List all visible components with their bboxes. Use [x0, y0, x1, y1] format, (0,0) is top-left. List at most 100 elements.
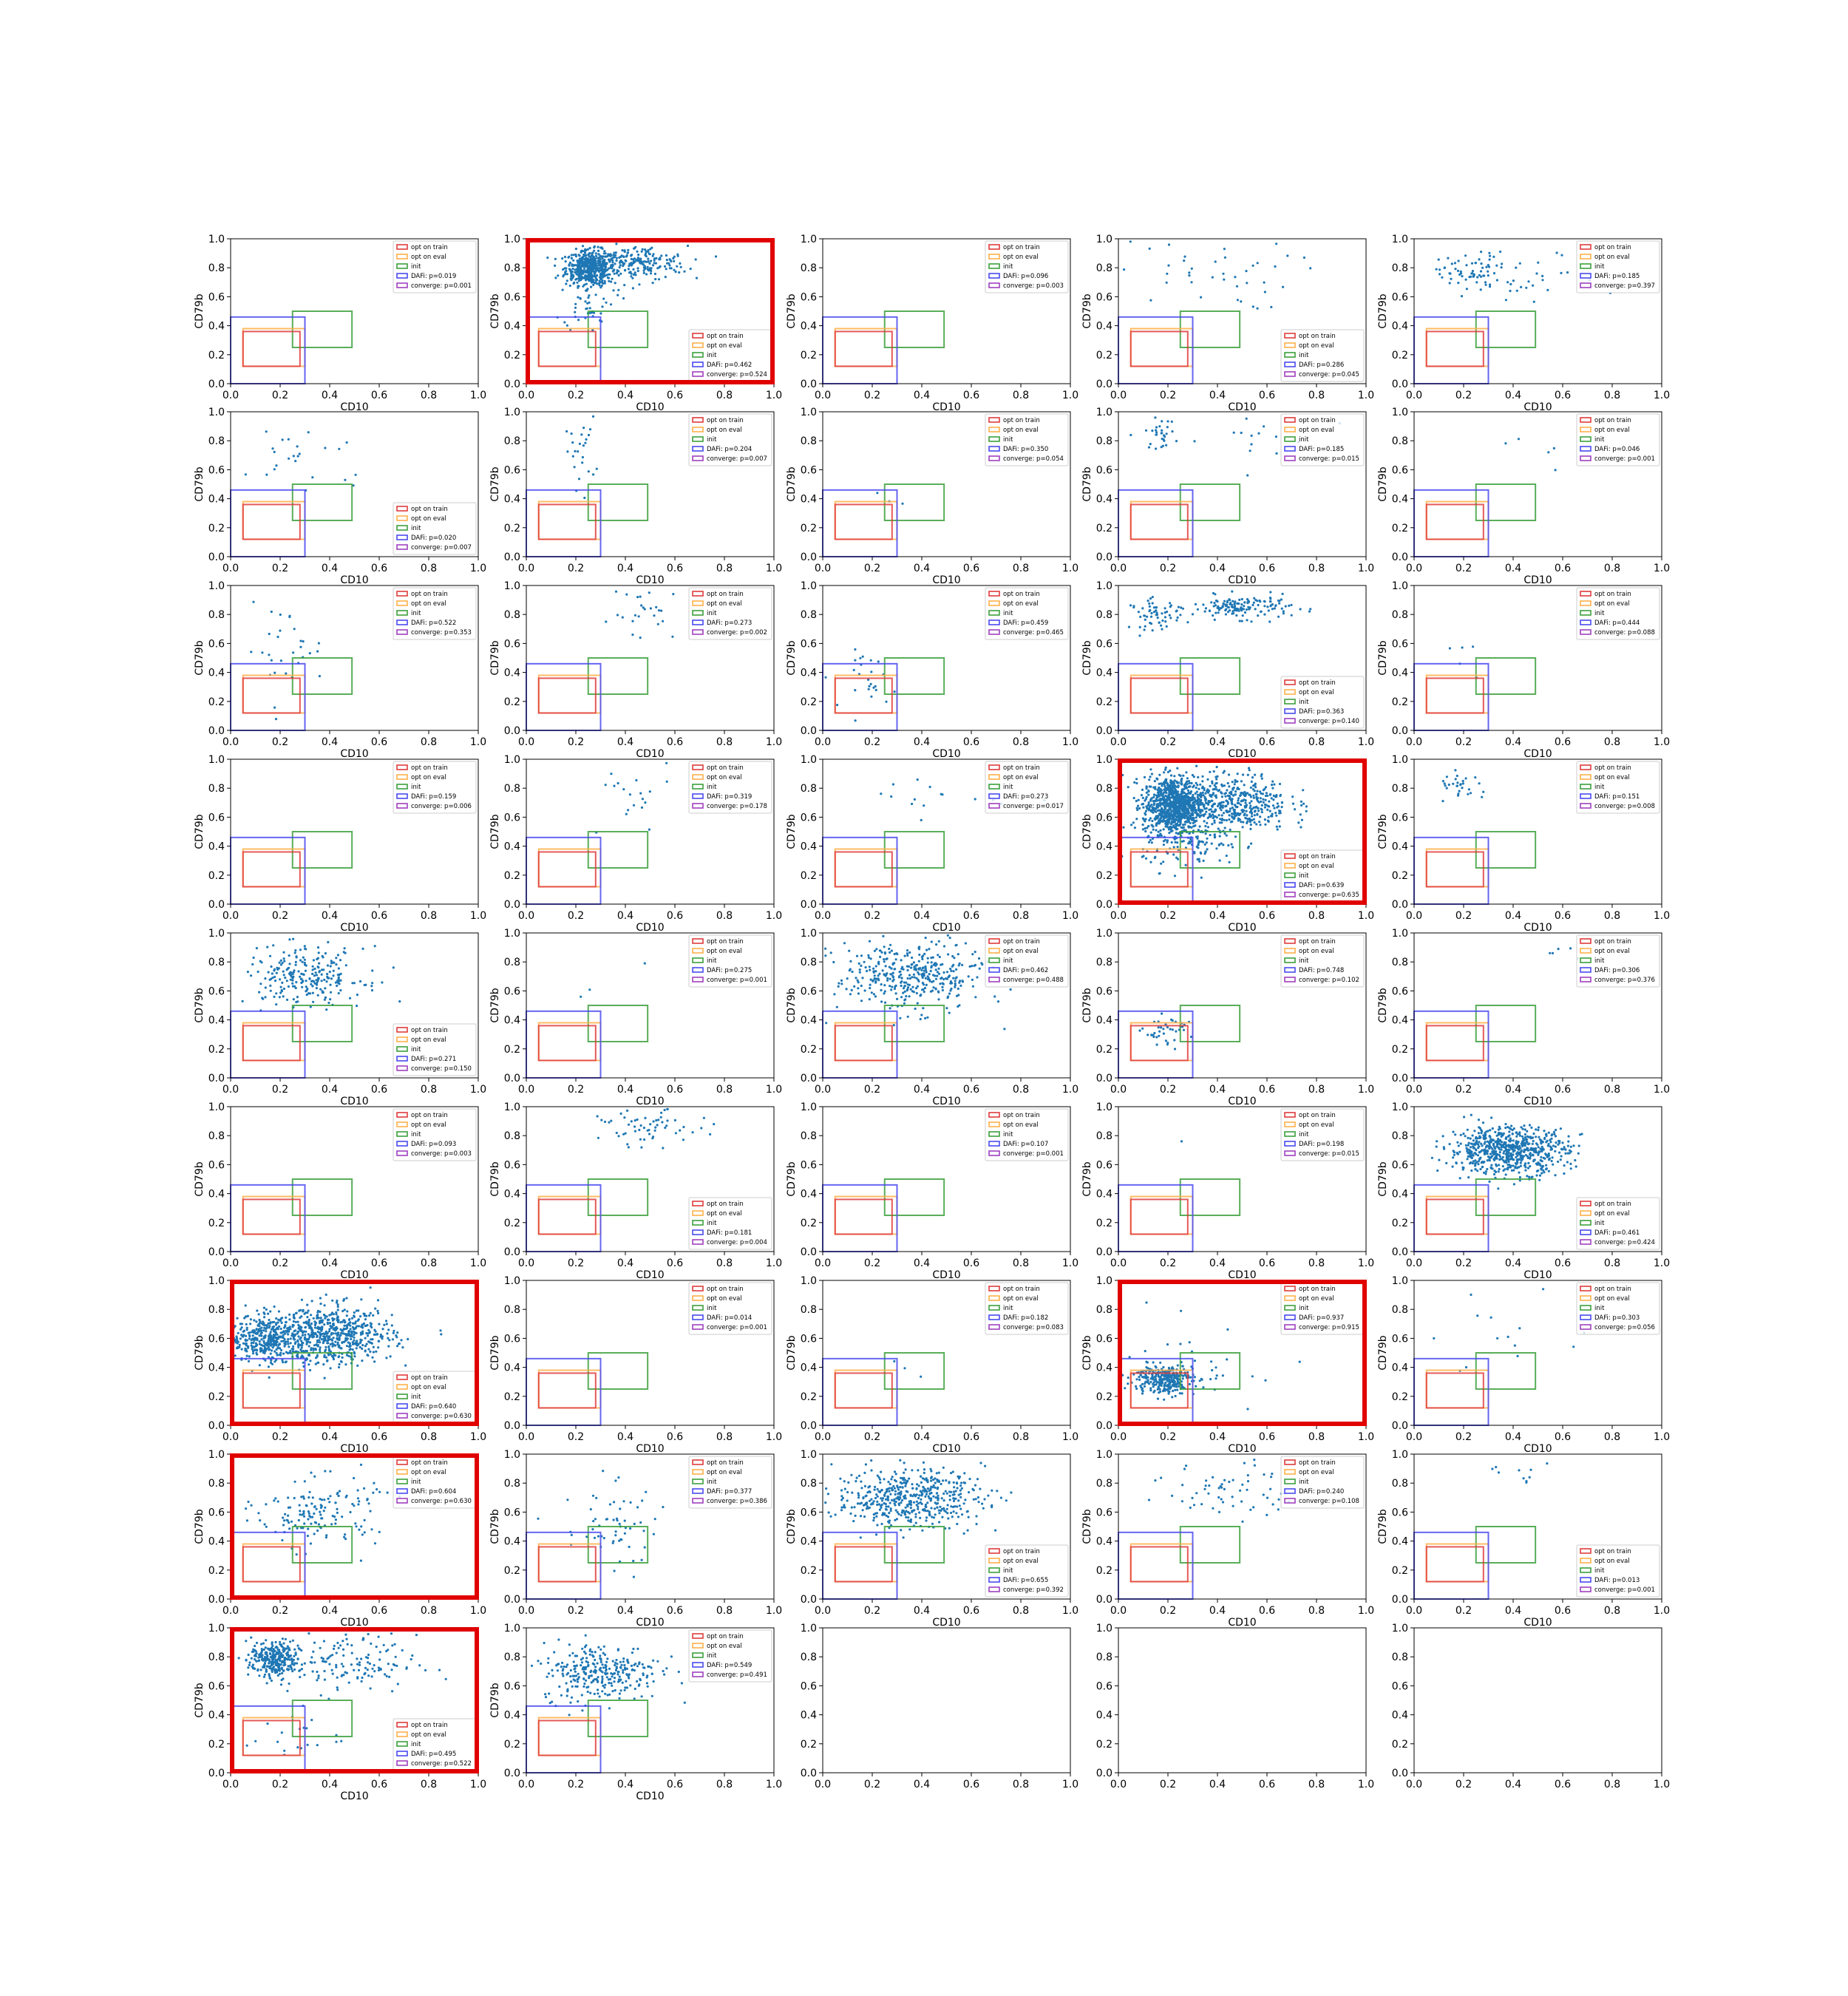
y-tick-label: 0.2 [504, 1218, 520, 1229]
data-point [1255, 795, 1258, 798]
legend-entry: opt on eval [707, 774, 742, 781]
data-point [1246, 282, 1249, 285]
data-point [657, 609, 661, 612]
data-point [891, 971, 894, 974]
x-tick-label: 0.4 [1505, 390, 1521, 401]
y-axis-label: CD79b [786, 1161, 798, 1196]
data-point [916, 1002, 919, 1005]
legend-swatch [692, 610, 704, 616]
legend-swatch [1284, 708, 1296, 714]
data-point [618, 261, 622, 264]
y-tick-label: 0.0 [504, 1073, 520, 1084]
x-tick-label: 0.2 [864, 1084, 880, 1096]
data-point [594, 282, 597, 285]
data-point [1447, 783, 1450, 787]
data-point [900, 981, 903, 984]
data-point [335, 963, 338, 966]
data-point [1277, 615, 1280, 618]
data-point [308, 977, 311, 980]
data-point [900, 977, 903, 980]
data-point [599, 312, 602, 315]
data-point [1161, 784, 1164, 787]
data-point [1169, 804, 1172, 807]
scatter-points [824, 648, 896, 722]
data-point [1223, 602, 1226, 605]
data-point [339, 979, 342, 982]
data-point [305, 989, 308, 992]
data-point [1178, 819, 1181, 822]
data-point [633, 1119, 636, 1122]
data-point [1210, 810, 1213, 813]
data-point [322, 956, 325, 959]
data-point [1225, 834, 1228, 837]
data-point [323, 998, 326, 1001]
y-tick-label: 0.4 [801, 1189, 817, 1201]
data-point [889, 977, 891, 980]
data-point [1302, 802, 1305, 805]
data-point [1162, 1028, 1165, 1031]
data-point [327, 940, 330, 944]
data-point [709, 1133, 712, 1136]
data-point [1254, 786, 1257, 789]
data-point [1181, 840, 1183, 843]
data-point [622, 255, 625, 258]
data-point [971, 953, 974, 956]
data-point [670, 259, 673, 263]
data-point [930, 940, 933, 943]
data-point [1527, 280, 1530, 283]
x-tick-label: 0.8 [421, 1084, 437, 1096]
data-point [1525, 286, 1528, 289]
data-point [1174, 792, 1177, 795]
data-point [1231, 815, 1234, 818]
data-point [937, 954, 940, 957]
data-point [1160, 834, 1163, 837]
x-tick-label: 0.8 [716, 1257, 733, 1269]
data-point [1176, 841, 1179, 844]
data-point [891, 783, 894, 786]
data-point [1141, 828, 1144, 831]
data-point [308, 992, 311, 995]
data-point [1251, 818, 1254, 822]
legend-entry: opt on train [707, 764, 744, 772]
data-point [255, 947, 258, 950]
x-tick-label: 1.0 [766, 1257, 782, 1269]
legend-entry: DAFi: p=0.273 [707, 619, 752, 627]
data-point [1171, 829, 1174, 832]
data-point [288, 966, 291, 969]
y-axis-label: CD79b [1081, 814, 1093, 849]
data-point [949, 982, 952, 985]
data-point [1201, 780, 1204, 783]
data-point [1158, 621, 1161, 624]
data-point [633, 247, 636, 250]
data-point [571, 267, 574, 271]
data-point [268, 654, 271, 656]
y-tick-label: 0.6 [504, 985, 520, 997]
y-tick-label: 1.0 [1096, 754, 1112, 766]
data-point [1236, 602, 1239, 605]
x-tick-label: 0.2 [568, 736, 584, 748]
data-point [1206, 837, 1209, 840]
data-point [1150, 797, 1153, 800]
data-point [583, 283, 586, 286]
legend-entry: converge: p=0.015 [1299, 1150, 1359, 1158]
data-point [859, 656, 862, 659]
legend-box [393, 761, 477, 814]
data-point [1263, 818, 1266, 821]
data-point [1173, 875, 1177, 878]
x-tick-label: 0.2 [568, 563, 584, 574]
data-point [597, 245, 599, 248]
data-point [572, 259, 575, 262]
data-point [1169, 602, 1172, 605]
x-tick-label: 0.4 [914, 1257, 930, 1269]
data-point [917, 948, 921, 951]
data-point [563, 321, 566, 324]
data-point [632, 273, 636, 276]
data-point [1186, 789, 1190, 792]
data-point [659, 1116, 662, 1118]
data-point [1553, 1133, 1556, 1136]
data-point [660, 609, 663, 612]
data-point [1231, 812, 1234, 815]
data-point [650, 246, 653, 249]
